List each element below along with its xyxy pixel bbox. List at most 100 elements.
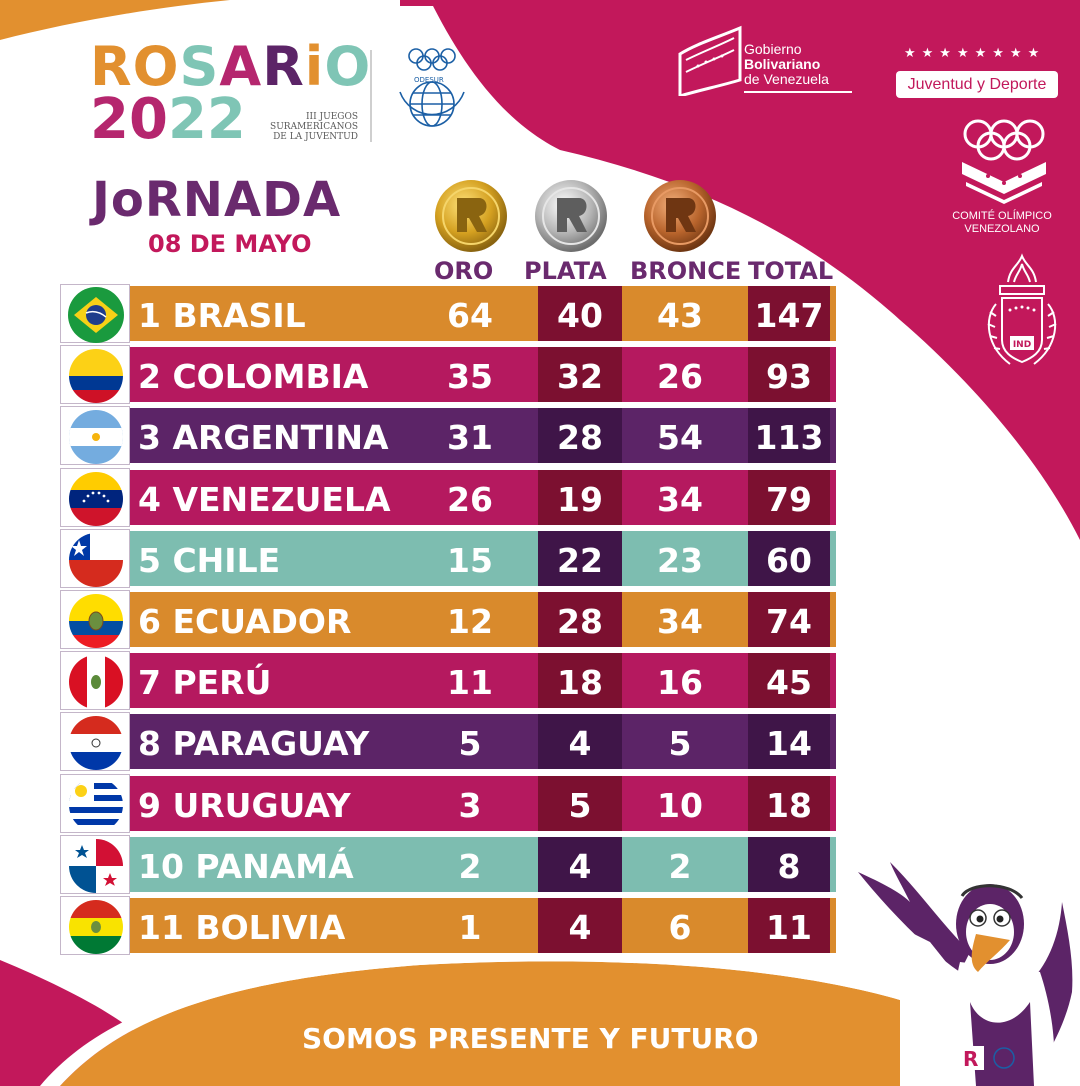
bronze-count: 16 xyxy=(657,663,703,703)
silver-count: 4 xyxy=(568,846,592,886)
country-name: 2 COLOMBIA xyxy=(138,357,369,397)
comite-olimpico-text: COMITÉ OLÍMPICO VENEZOLANO xyxy=(946,210,1058,236)
table-row: 5 CHILE 15 22 23 60 xyxy=(60,528,836,588)
silver-column-cell xyxy=(538,469,622,525)
silver-count: 28 xyxy=(557,418,603,458)
gold-count: 1 xyxy=(458,908,482,947)
bronze-count: 6 xyxy=(668,908,692,947)
total-count: 8 xyxy=(777,846,801,886)
total-count: 60 xyxy=(766,540,812,580)
table-row: 4 VENEZUELA 26 19 34 79 xyxy=(60,467,836,527)
country-name: 9 URUGUAY xyxy=(138,785,351,825)
silver-count: 5 xyxy=(568,785,592,825)
gold-medal-icon xyxy=(435,180,507,252)
flag-box xyxy=(60,712,130,772)
gold-count: 2 xyxy=(458,846,482,886)
olympic-rings-icon xyxy=(962,119,1046,204)
silver-column-cell xyxy=(538,714,622,770)
argentina-flag-icon xyxy=(69,410,123,465)
gold-count: 64 xyxy=(447,296,493,335)
silver-count: 22 xyxy=(557,540,603,580)
country-name: 10 PANAMÁ xyxy=(138,846,354,886)
silver-medal-icon xyxy=(535,180,607,252)
bronze-count: 34 xyxy=(657,602,703,641)
bronze-count: 10 xyxy=(657,785,703,825)
silver-column-cell xyxy=(538,408,622,464)
gold-count: 11 xyxy=(447,663,493,703)
magenta-corner-shape xyxy=(430,0,1080,540)
footer-slogan: SOMOS PRESENTE Y FUTURO xyxy=(302,1022,759,1055)
silver-column-cell xyxy=(538,347,622,403)
row-band xyxy=(130,408,836,464)
total-column-cell xyxy=(748,469,830,525)
silver-count: 4 xyxy=(568,908,592,947)
bronze-count: 43 xyxy=(657,296,703,335)
gold-count: 5 xyxy=(458,724,482,764)
bronze-count: 2 xyxy=(668,846,692,886)
svg-text:R: R xyxy=(963,1047,978,1071)
flag-box xyxy=(60,467,130,527)
gold-count: 3 xyxy=(458,785,482,825)
silver-column-cell xyxy=(538,286,622,341)
header-gold: ORO xyxy=(434,257,494,285)
total-count: 45 xyxy=(766,663,812,703)
country-name: 7 PERÚ xyxy=(138,663,272,703)
orange-bottom-wave xyxy=(60,961,900,1086)
odesur-logo-icon xyxy=(399,48,465,127)
gob-line: Bolivariano xyxy=(744,56,821,72)
jornada-date: 08 DE MAYO xyxy=(148,230,312,258)
jornada-title: JoRNADA xyxy=(92,172,342,228)
silver-count: 32 xyxy=(557,357,603,397)
total-column-cell xyxy=(748,653,830,709)
row-band xyxy=(130,898,836,953)
gold-count: 35 xyxy=(447,357,493,397)
mascot-icon: R xyxy=(858,862,1073,1086)
table-row: 8 PARAGUAY 5 4 5 14 xyxy=(60,712,836,772)
gold-count: 31 xyxy=(447,418,493,458)
total-count: 93 xyxy=(766,357,812,397)
row-band xyxy=(130,530,836,586)
odesur-label: ODESUR xyxy=(414,76,444,84)
logo-divider xyxy=(370,50,372,142)
bolivia-flag-icon xyxy=(69,900,123,954)
gobierno-bolivariano-text: Gobierno Bolivariano de Venezuela xyxy=(744,42,829,87)
coven-line: COMITÉ OLÍMPICO xyxy=(952,210,1052,222)
brazil-flag-icon xyxy=(68,287,124,343)
total-count: 14 xyxy=(766,724,812,764)
gold-count: 12 xyxy=(447,602,493,641)
paraguay-flag-icon xyxy=(69,716,123,771)
total-column-cell xyxy=(748,714,830,770)
silver-count: 18 xyxy=(557,663,603,703)
total-count: 79 xyxy=(766,479,812,519)
silver-count: 28 xyxy=(557,602,603,641)
venezuela-flag-logo-icon xyxy=(678,25,742,96)
ecuador-flag-icon xyxy=(69,594,123,648)
row-band xyxy=(130,347,836,403)
white-stripe xyxy=(40,954,900,1086)
header-silver: PLATA xyxy=(524,257,607,285)
games-subtitle: III JUEGOS SURAMERICANOS DE LA JUVENTUD xyxy=(258,112,358,142)
total-column-cell xyxy=(748,592,830,647)
total-column-cell xyxy=(748,898,830,953)
silver-count: 4 xyxy=(568,724,592,764)
gob-underline xyxy=(744,91,852,93)
venezuela-flag-icon xyxy=(69,471,123,526)
total-column-cell xyxy=(748,347,830,403)
table-row: 11 BOLIVIA 1 4 6 11 xyxy=(60,896,836,955)
total-column-cell xyxy=(748,836,830,892)
row-band xyxy=(130,592,836,647)
rosario-logo-year: 2022 xyxy=(90,87,246,152)
gob-line: Gobierno xyxy=(744,41,802,57)
country-name: 5 CHILE xyxy=(138,540,281,580)
country-name: 4 VENEZUELA xyxy=(138,479,391,519)
row-band xyxy=(130,469,836,525)
ind-label: IND xyxy=(1013,340,1031,350)
table-row: 9 URUGUAY 3 5 10 18 xyxy=(60,773,836,833)
gold-count: 15 xyxy=(447,540,493,580)
total-count: 18 xyxy=(766,785,812,825)
ind-emblem-icon: IND xyxy=(987,253,1057,365)
flag-box xyxy=(60,284,130,343)
row-band xyxy=(130,286,836,341)
flag-box xyxy=(60,896,130,955)
table-row: 7 PERÚ 11 18 16 45 xyxy=(60,651,836,711)
